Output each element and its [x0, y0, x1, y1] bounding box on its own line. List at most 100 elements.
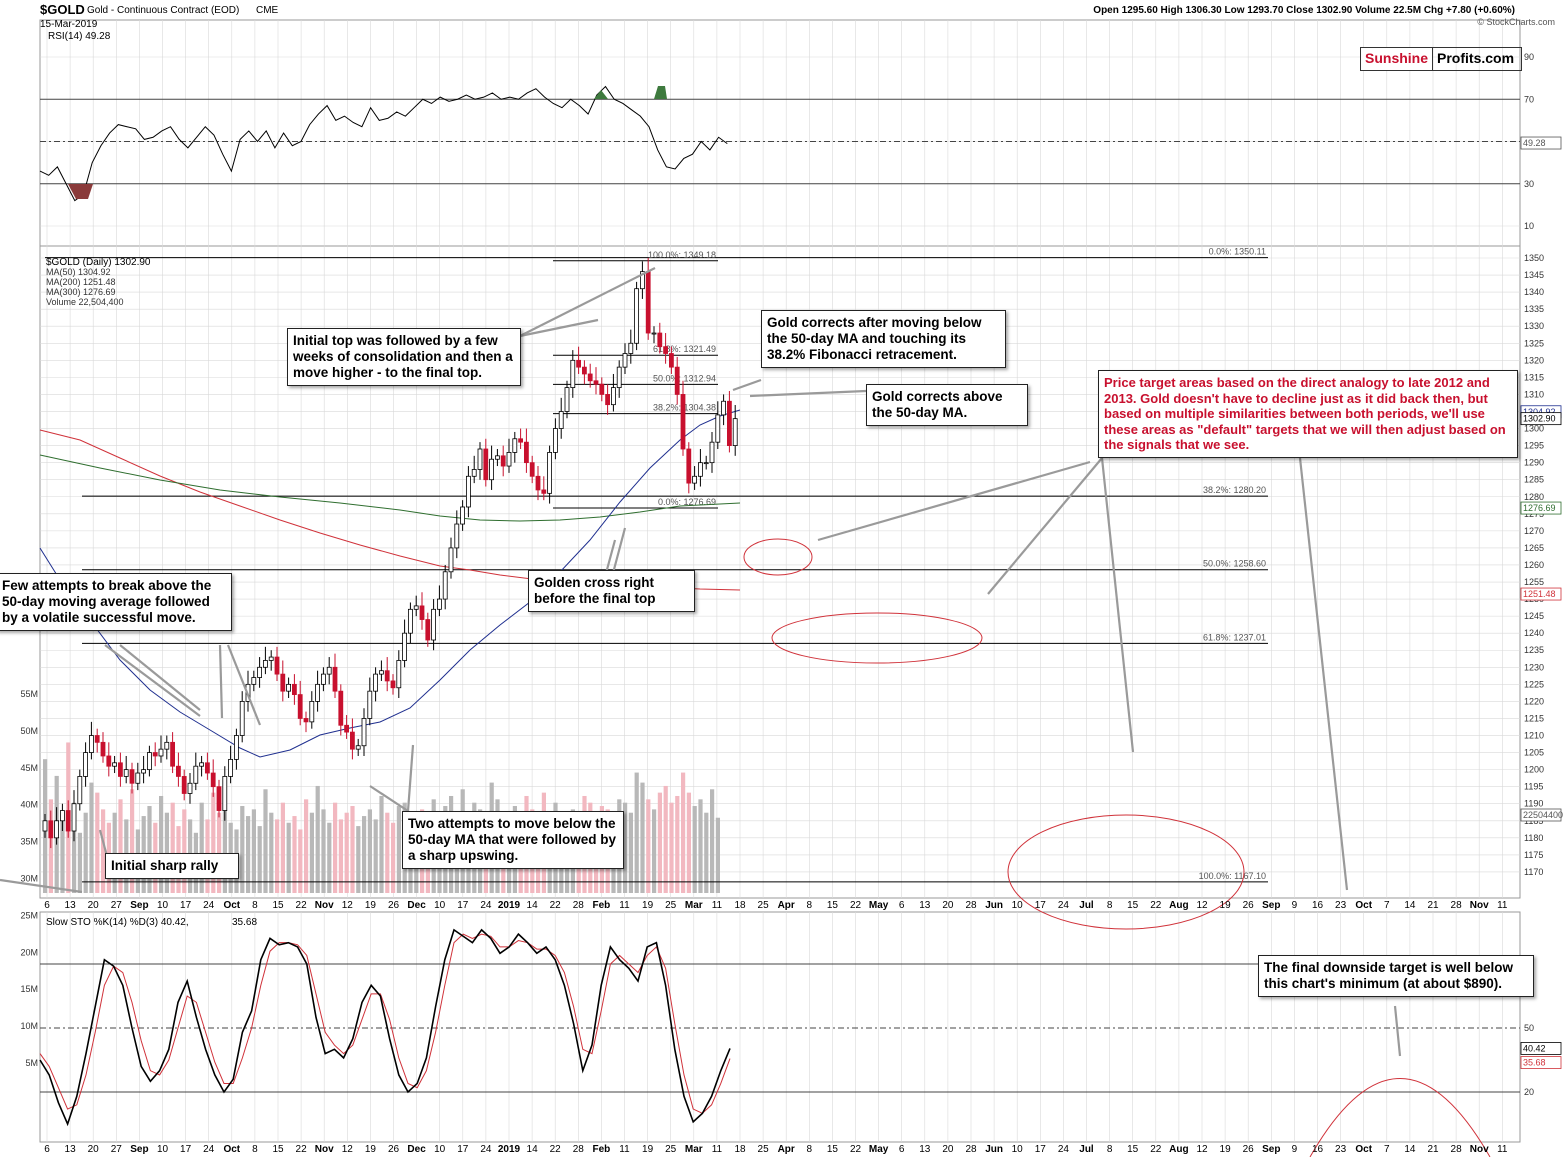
x-tick: 27: [111, 1144, 123, 1155]
x-tick: 13: [65, 900, 77, 911]
volume-tag: 22504400: [1523, 810, 1563, 820]
candle-body: [274, 656, 280, 675]
x-tick: Aug: [1169, 1144, 1188, 1155]
candle-body: [373, 673, 379, 692]
volume-bar: [240, 806, 245, 893]
x-tick: 28: [965, 900, 977, 911]
volume-bar: [333, 802, 338, 893]
x-tick: 10: [1012, 900, 1024, 911]
volume-bar: [634, 772, 639, 893]
x-tick: 11: [1497, 900, 1508, 911]
candle-body: [257, 666, 263, 678]
candle-body: [77, 776, 83, 805]
volume-bar: [379, 795, 384, 893]
contract-name: Gold - Continuous Contract (EOD): [87, 5, 239, 16]
volume-tick: 10M: [20, 1021, 38, 1031]
sto-k-tag: 40.42: [1523, 1043, 1546, 1053]
volume-bar: [367, 809, 372, 893]
candle-body: [262, 660, 268, 668]
x-tick: 15: [1127, 900, 1139, 911]
volume-bar: [385, 812, 390, 893]
volume-bar: [77, 832, 82, 893]
x-tick: 24: [480, 900, 492, 911]
candle-body: [181, 776, 187, 794]
candle-body: [535, 475, 541, 491]
x-tick: 11: [712, 900, 723, 911]
stochastic-lines: [39, 928, 1491, 1157]
volume-tick: 30M: [20, 874, 38, 884]
x-tick: 28: [573, 900, 585, 911]
exchange: CME: [256, 5, 279, 16]
candle-body: [141, 769, 147, 774]
candle-body: [303, 718, 309, 723]
x-tick: Aug: [1169, 900, 1188, 911]
price-tick: 1330: [1524, 321, 1544, 331]
candle-body: [570, 359, 576, 389]
fib-long-label: 50.0%: 1258.60: [1203, 559, 1266, 569]
candle-body: [622, 353, 628, 368]
x-tick: Oct: [1355, 1144, 1372, 1155]
x-tick: 13: [919, 900, 931, 911]
candle-body: [715, 414, 721, 443]
price-tick: 1175: [1524, 850, 1543, 860]
x-tick: 26: [388, 900, 400, 911]
candle-body: [332, 666, 338, 692]
x-tick: 19: [642, 900, 654, 911]
volume-bar: [356, 826, 361, 893]
x-tick: 13: [65, 1144, 77, 1155]
candle-body: [118, 762, 123, 777]
volume-bar: [321, 809, 326, 893]
candle-body: [187, 782, 193, 794]
candle-body: [506, 452, 512, 467]
callout-few-attempts: Few attempts to break above the 50-day m…: [0, 573, 232, 631]
volume-bar: [710, 789, 715, 893]
x-tick: 10: [157, 1144, 169, 1155]
price-tick: 1215: [1524, 713, 1544, 723]
price-tick: 1270: [1524, 526, 1544, 536]
candle-body: [152, 752, 158, 757]
candle-body: [558, 411, 564, 429]
candle-body: [703, 462, 709, 465]
candle-body: [199, 762, 205, 767]
fib-short-label: 50.0%: 1312.94: [653, 373, 716, 383]
rsi-tick: 70: [1524, 94, 1534, 104]
candle-body: [640, 271, 645, 290]
target-ellipse: [743, 538, 813, 576]
x-tick: 8: [252, 900, 258, 911]
x-tick: 10: [434, 900, 446, 911]
x-tick: 8: [807, 900, 813, 911]
x-tick: 7: [1384, 900, 1390, 911]
x-tick: 25: [665, 900, 677, 911]
x-tick: 26: [1243, 900, 1255, 911]
x-tick: 12: [1196, 1144, 1208, 1155]
price-tick: 1300: [1524, 424, 1544, 434]
volume-bar: [327, 822, 332, 893]
volume-bar: [692, 806, 697, 893]
sto-d-tag: 35.68: [1523, 1058, 1546, 1068]
volume-bar: [199, 802, 204, 893]
candle-body: [732, 418, 738, 446]
x-tick: 22: [1150, 900, 1162, 911]
pointer-line: [406, 744, 415, 812]
candle-body: [605, 394, 610, 406]
volume-bar: [280, 802, 285, 893]
x-tick: 16: [1312, 1144, 1324, 1155]
volume-bar: [391, 822, 396, 893]
axes-labels: 1350134513401335133013251320131513101305…: [20, 52, 1563, 1155]
price-tick: 1200: [1524, 765, 1544, 775]
volume-bar: [159, 795, 164, 893]
candle-body: [175, 765, 181, 777]
fib-short-label: 0.0%: 1276.69: [658, 497, 716, 507]
candle-body: [65, 810, 71, 832]
candle-body: [94, 735, 100, 743]
price-tick: 1180: [1524, 833, 1543, 843]
callout-gold-corrects-above: Gold corrects above the 50-day MA.: [866, 384, 1028, 426]
candle-body: [611, 387, 616, 406]
candle-body: [634, 288, 639, 344]
x-tick: 15: [272, 1144, 284, 1155]
chart-date: 15-Mar-2019: [40, 19, 98, 30]
x-tick: 15: [827, 1144, 839, 1155]
candle-body: [698, 462, 703, 477]
volume-bar: [72, 802, 77, 893]
candle-body: [228, 758, 234, 777]
